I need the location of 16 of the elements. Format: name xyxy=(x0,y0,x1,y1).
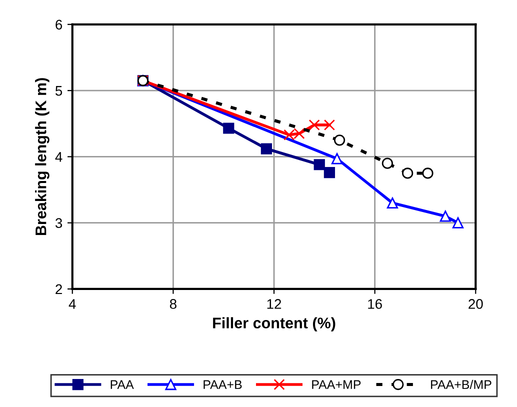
x-tick-label: 16 xyxy=(368,299,382,309)
legend-label: PAA xyxy=(110,380,134,389)
legend-label: PAA+B xyxy=(204,380,242,389)
y-axis-title: Breaking length (K m) xyxy=(35,78,50,236)
y-tick-label: 6 xyxy=(56,20,62,30)
y-tick-label: 4 xyxy=(55,152,62,162)
x-tick-label: 12 xyxy=(267,299,282,309)
y-tick-label: 2 xyxy=(56,284,62,294)
y-tick-label: 3 xyxy=(55,218,62,228)
x-tick-label: 20 xyxy=(468,299,483,309)
legend-label: PAA+B/MP xyxy=(431,380,492,390)
x-tick-label: 8 xyxy=(170,299,176,309)
x-axis-title: Filler content (%) xyxy=(213,317,336,332)
y-tick-label: 5 xyxy=(55,86,62,96)
x-tick-label: 4 xyxy=(68,299,76,309)
legend-label: PAA+MP xyxy=(312,380,361,389)
